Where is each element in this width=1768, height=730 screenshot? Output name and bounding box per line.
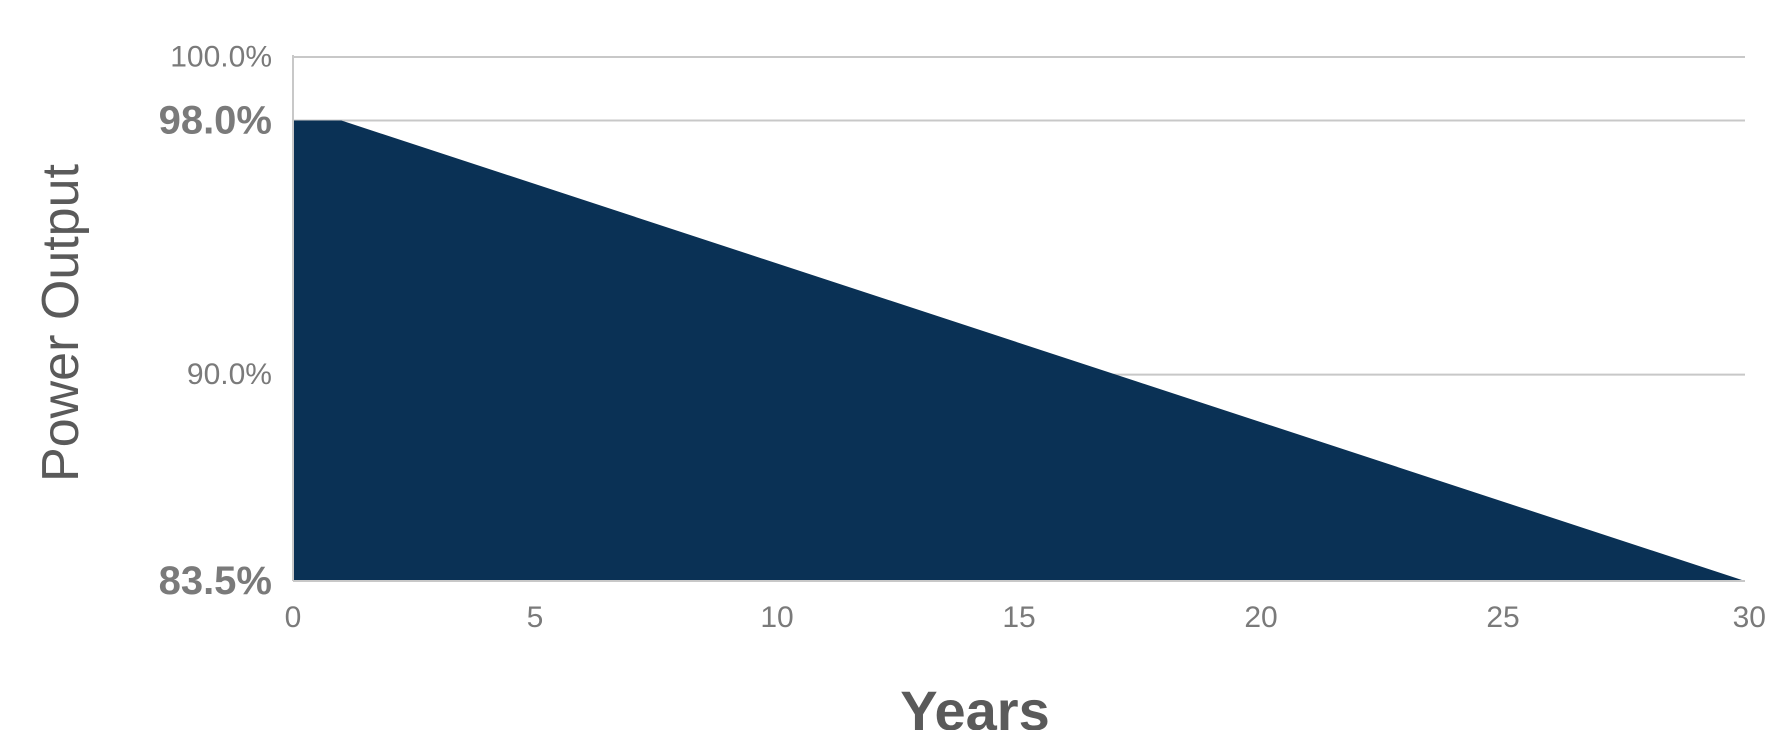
area-series (293, 120, 1745, 582)
y-tick-label: 90.0% (187, 358, 272, 391)
x-axis-title: Years (900, 679, 1050, 730)
y-tick-labels: 100.0% 98.0% 90.0% 83.5% (159, 41, 272, 604)
x-tick-label: 15 (1002, 601, 1035, 634)
y-tick-label: 83.5% (159, 559, 272, 603)
x-tick-labels: 0 5 10 15 20 25 30 (285, 601, 1766, 634)
x-tick-label: 25 (1486, 601, 1519, 634)
x-tick-label: 0 (285, 601, 302, 634)
x-tick-label: 30 (1733, 601, 1766, 634)
area-power-output (293, 120, 1745, 582)
x-tick-label: 5 (527, 601, 544, 634)
x-tick-label: 20 (1244, 601, 1277, 634)
y-axis-title: Power Output (32, 163, 90, 481)
x-tick-label: 10 (760, 601, 793, 634)
y-tick-label: 98.0% (159, 99, 272, 143)
axes (292, 55, 1745, 582)
y-tick-label: 100.0% (170, 41, 272, 74)
